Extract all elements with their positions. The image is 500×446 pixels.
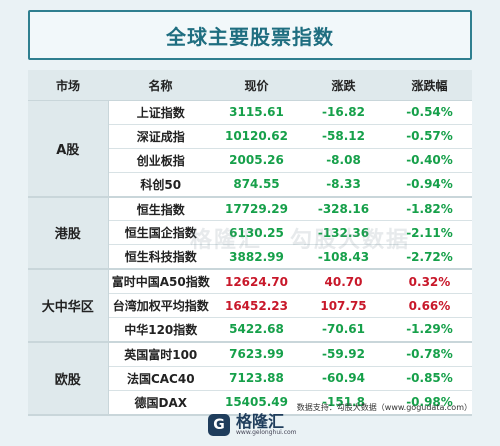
name-cell: 科创50 [108, 172, 213, 198]
pct-cell: 0.32% [387, 269, 472, 295]
name-cell: 恒生科技指数 [108, 244, 213, 271]
change-cell: 107.75 [300, 293, 387, 319]
pct-cell: -0.57% [387, 124, 472, 149]
logo-url: www.gelonghui.com [236, 429, 297, 436]
change-cell: -328.16 [300, 196, 387, 222]
price-cell: 5422.68 [213, 317, 300, 343]
name-cell: 富时中国A50指数 [108, 269, 213, 295]
header-market: 市场 [28, 70, 108, 101]
table-row: 德国DAX 15405.49 -151.8 -0.98% [28, 390, 472, 416]
page-title: 全球主要股票指数 [166, 24, 334, 49]
price-cell: 15405.49 [213, 390, 300, 416]
price-cell: 874.55 [213, 172, 300, 198]
change-cell: -132.36 [300, 220, 387, 246]
change-cell: -151.8 [300, 390, 387, 416]
brand-logo: G 格隆汇 www.gelonghui.com [208, 414, 297, 436]
table-row: 台湾加权平均指数 16452.23 107.75 0.66% [28, 293, 472, 319]
name-cell: 中华120指数 [108, 317, 213, 343]
index-table: 市场 名称 现价 涨跌 涨跌幅 A股 上证指数 3115.61 -16.82 -0.54… [28, 70, 472, 416]
price-cell: 3882.99 [213, 244, 300, 271]
price-cell: 3115.61 [213, 100, 300, 125]
market-cell: 大中华区 [28, 269, 109, 343]
header-name: 名称 [108, 70, 213, 101]
price-cell: 10120.62 [213, 124, 300, 149]
change-cell: -70.61 [300, 317, 387, 343]
table-row: 大中华区 富时中国A50指数 12624.70 40.70 0.32% [28, 269, 472, 343]
logo-name: 格隆汇 [236, 412, 285, 431]
name-cell: 法国CAC40 [108, 366, 213, 391]
pct-cell: -0.85% [387, 366, 472, 391]
pct-cell: -2.11% [387, 220, 472, 246]
change-cell: -16.82 [300, 100, 387, 125]
price-cell: 7623.99 [213, 341, 300, 367]
price-cell: 17729.29 [213, 196, 300, 222]
pct-cell: -1.82% [387, 196, 472, 222]
table-row: 深证成指 10120.62 -58.12 -0.57% [28, 124, 472, 149]
pct-cell: -2.72% [387, 244, 472, 271]
header-change: 涨跌 [300, 70, 387, 101]
change-cell: -59.92 [300, 341, 387, 367]
name-cell: 台湾加权平均指数 [108, 293, 213, 319]
pct-cell: 0.66% [387, 293, 472, 319]
change-cell: -8.08 [300, 148, 387, 173]
pct-cell: -0.40% [387, 148, 472, 173]
name-cell: 德国DAX [108, 390, 213, 416]
header-price: 现价 [213, 70, 300, 101]
change-cell: -60.94 [300, 366, 387, 391]
price-cell: 6130.25 [213, 220, 300, 246]
table-row: 法国CAC40 7123.88 -60.94 -0.85% [28, 366, 472, 391]
market-cell: A股 [28, 100, 109, 198]
price-cell: 16452.23 [213, 293, 300, 319]
table-row: 科创50 874.55 -8.33 -0.94% [28, 172, 472, 198]
table-row: A股 上证指数 3115.61 -16.82 -0.54% [28, 100, 472, 198]
table-row: 欧股 英国富时100 7623.99 -59.92 -0.78% [28, 341, 472, 416]
logo-icon: G [208, 414, 230, 436]
market-cell: 欧股 [28, 341, 109, 416]
name-cell: 创业板指 [108, 148, 213, 173]
price-cell: 7123.88 [213, 366, 300, 391]
table-row: 恒生国企指数 6130.25 -132.36 -2.11% [28, 220, 472, 246]
price-cell: 2005.26 [213, 148, 300, 173]
name-cell: 上证指数 [108, 100, 213, 125]
table-body: A股 上证指数 3115.61 -16.82 -0.54% 深证成指 10120.62 -58… [28, 100, 472, 416]
table-header-row: 市场 名称 现价 涨跌 涨跌幅 [28, 70, 472, 101]
table-row: 港股 恒生指数 17729.29 -328.16 -1.82% [28, 196, 472, 271]
data-source-note: 数据支持：勾股大数据（www.gogudata.com） [296, 403, 472, 412]
change-cell: -108.43 [300, 244, 387, 271]
price-cell: 12624.70 [213, 269, 300, 295]
name-cell: 深证成指 [108, 124, 213, 149]
change-cell: 40.70 [300, 269, 387, 295]
pct-cell: -0.54% [387, 100, 472, 125]
change-cell: -8.33 [300, 172, 387, 198]
pct-cell: -0.98% [387, 390, 472, 416]
title-box: 全球主要股票指数 [28, 10, 472, 60]
pct-cell: -0.94% [387, 172, 472, 198]
pct-cell: -0.78% [387, 341, 472, 367]
name-cell: 恒生指数 [108, 196, 213, 222]
table-row: 创业板指 2005.26 -8.08 -0.40% [28, 148, 472, 173]
pct-cell: -1.29% [387, 317, 472, 343]
table-row: 恒生科技指数 3882.99 -108.43 -2.72% [28, 244, 472, 271]
table-row: 中华120指数 5422.68 -70.61 -1.29% [28, 317, 472, 343]
name-cell: 英国富时100 [108, 341, 213, 367]
change-cell: -58.12 [300, 124, 387, 149]
market-cell: 港股 [28, 196, 109, 271]
name-cell: 恒生国企指数 [108, 220, 213, 246]
header-pct: 涨跌幅 [387, 70, 472, 101]
